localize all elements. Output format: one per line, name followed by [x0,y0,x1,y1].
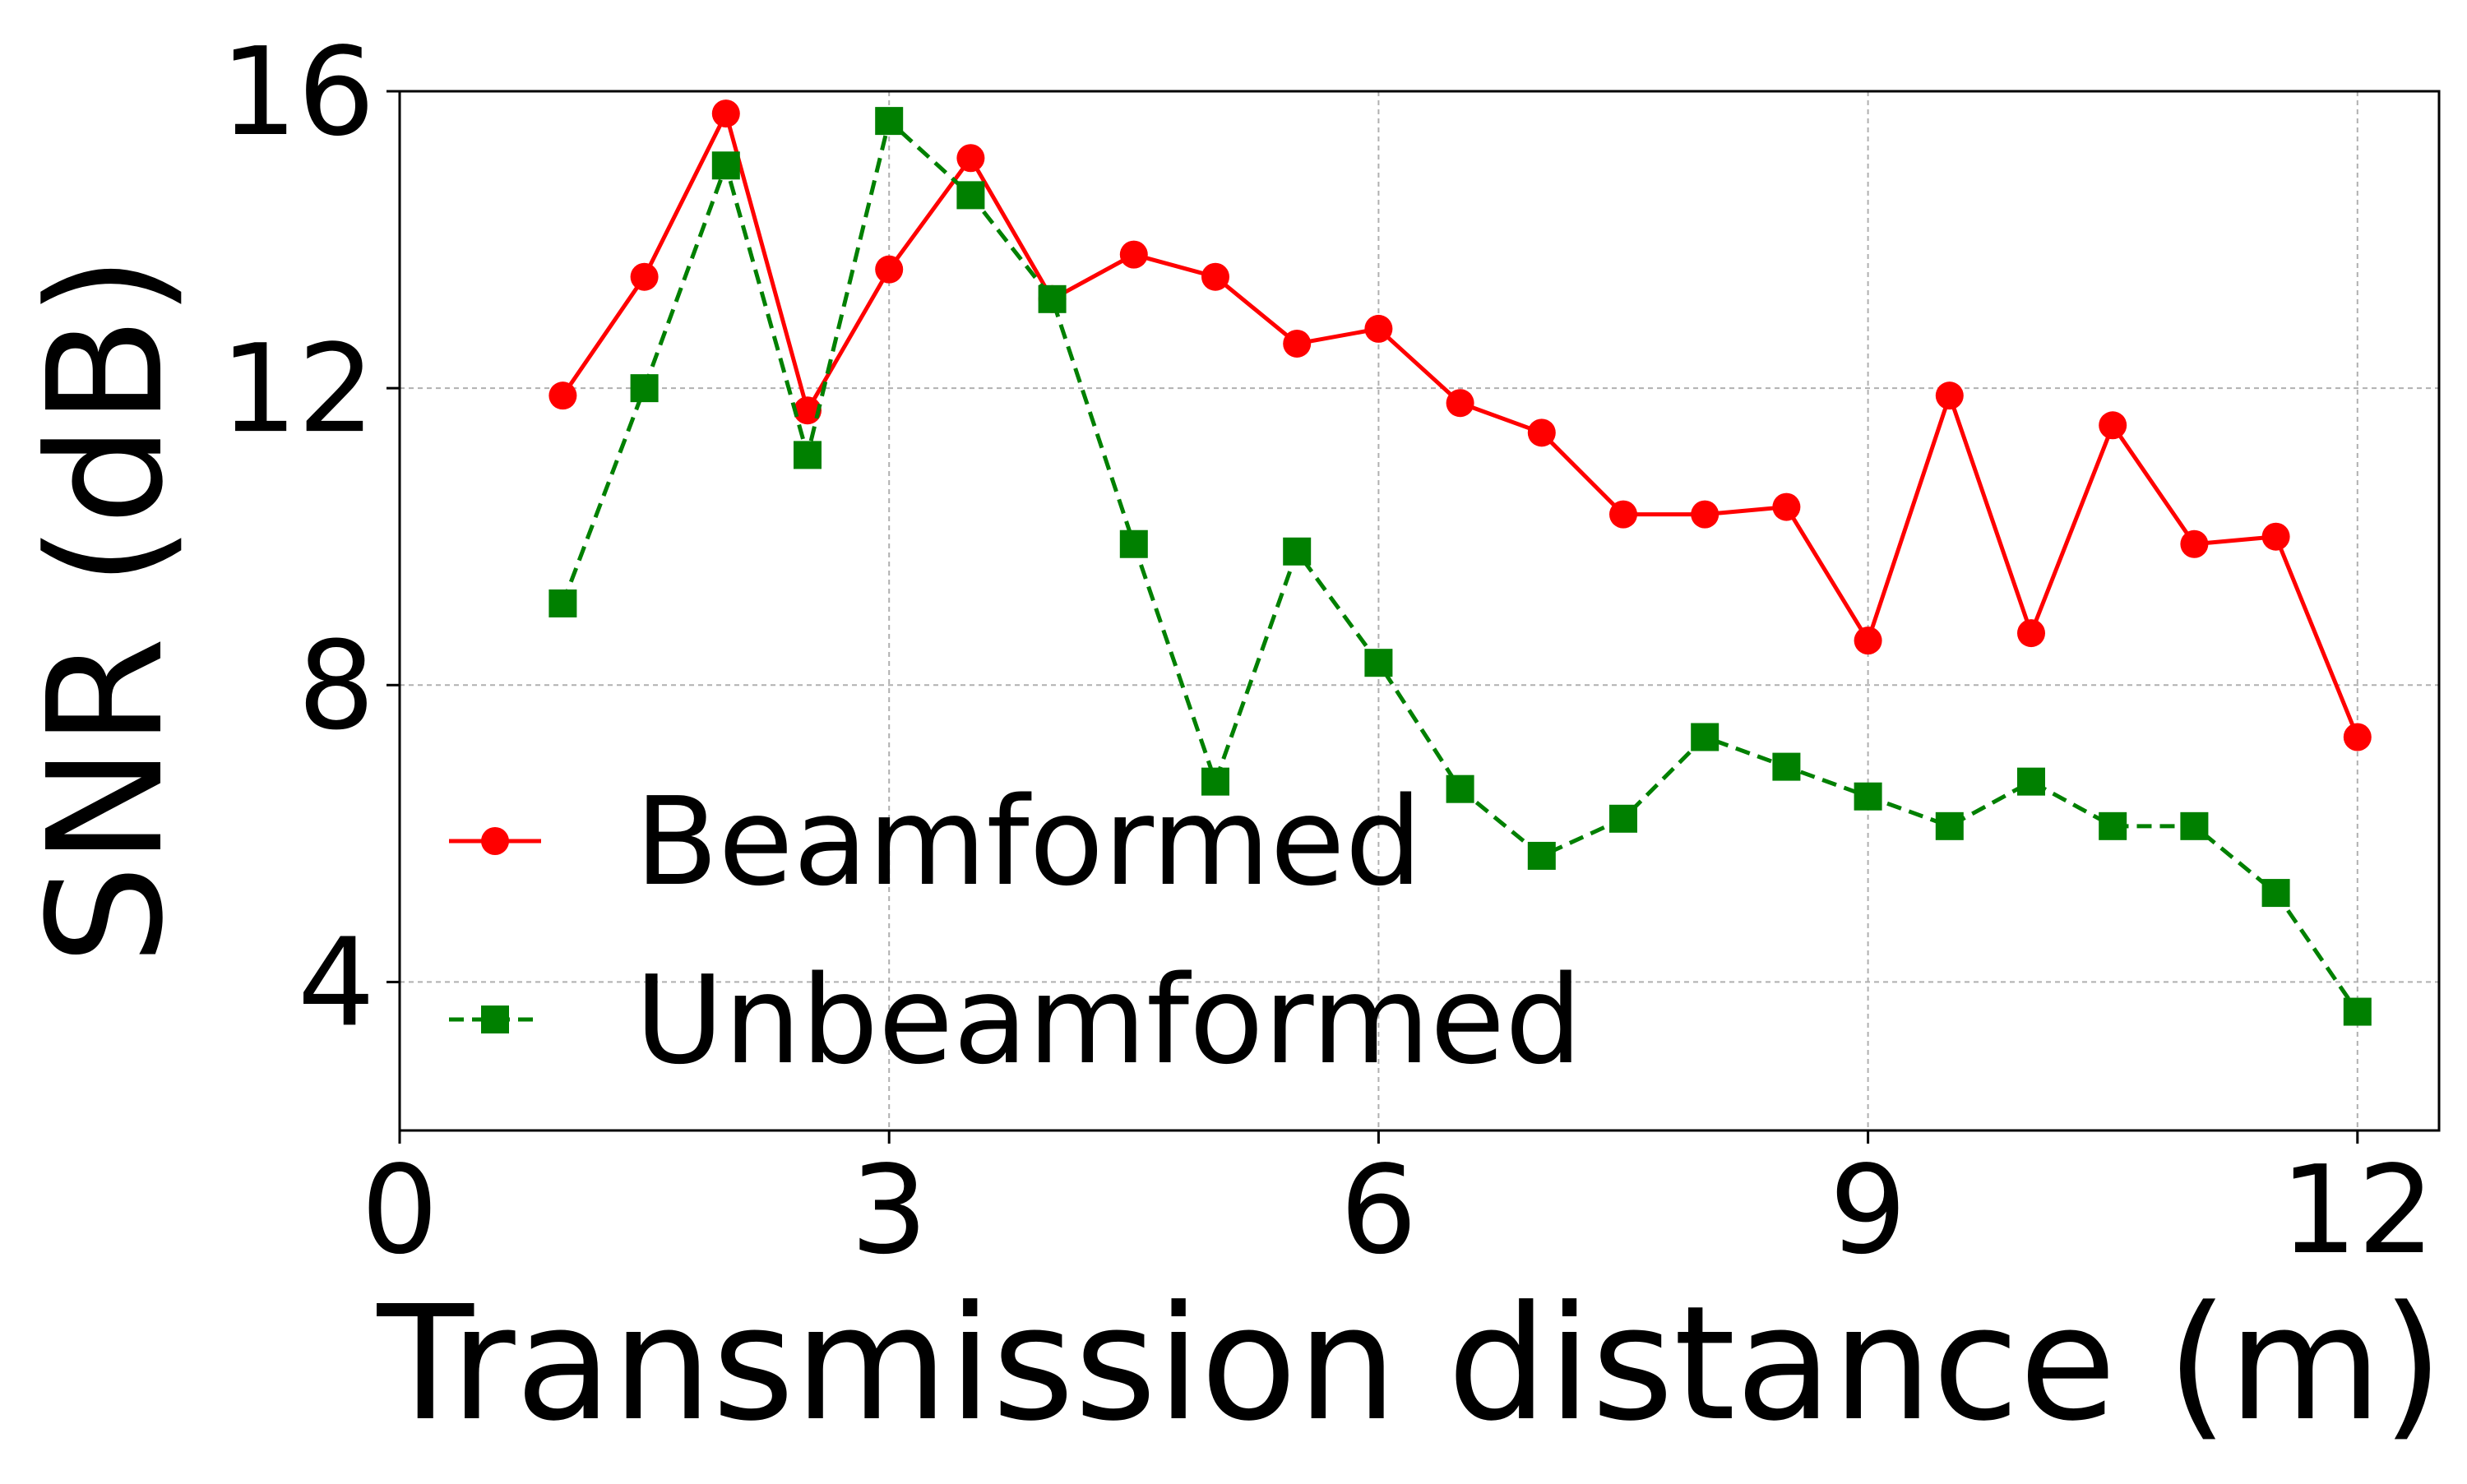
data-point [1772,752,1801,781]
data-point [2343,723,2372,751]
data-point [1935,381,1964,410]
data-point [1119,529,1148,558]
data-point [2180,811,2209,840]
series-unbeamformed [548,107,2372,1026]
data-point [2017,767,2045,796]
data-point [1527,418,1556,447]
y-tick-label: 8 [298,615,375,756]
legend-label: Beamformed [635,771,1423,913]
legend-marker [481,827,509,855]
data-point [2180,529,2209,558]
data-point [956,144,985,173]
data-point [2261,879,2290,908]
data-point [875,255,904,284]
x-tick-label: 3 [850,1140,928,1281]
x-tick-label: 9 [1830,1140,1907,1281]
axis-ticks: 0 3 6 9 12 4 8 12 16 [220,21,2435,1281]
legend-marker [481,1006,509,1033]
data-point [1691,723,1719,751]
data-point [1446,389,1474,418]
data-point [2099,411,2127,440]
x-tick-label: 6 [1340,1140,1417,1281]
data-point [1609,804,1637,833]
y-tick-label: 16 [220,21,375,163]
data-point [548,381,577,410]
data-point [1283,537,1312,566]
data-point [1201,767,1229,796]
data-point [1609,500,1637,529]
legend-item: Unbeamformed [449,950,1582,1091]
data-point [2099,811,2127,840]
legend-label: Unbeamformed [635,950,1582,1091]
legend-item: Beamformed [449,771,1423,913]
data-point [956,181,985,210]
data-point [1446,774,1474,803]
data-point [630,262,659,291]
y-axis-label: SNR (dB) [15,255,198,964]
x-tick-label: 0 [361,1140,438,1281]
data-point [1935,811,1964,840]
data-point [1527,841,1556,870]
data-point [711,151,740,180]
y-tick-label: 4 [298,912,375,1053]
data-point [1691,500,1719,529]
data-point [794,396,822,425]
data-point [711,99,740,128]
data-point [1119,240,1148,269]
data-point [1854,782,1882,811]
data-point [1038,284,1067,313]
series-beamformed [548,99,2372,751]
plot-frame [398,90,2441,1132]
data-point [548,589,577,617]
x-axis-label: Transmission distance (m) [377,1273,2444,1456]
data-point [1283,329,1312,358]
series-layer [548,99,2372,1026]
x-tick-label: 12 [2280,1140,2435,1281]
y-tick-label: 12 [220,318,375,460]
data-point [1364,314,1393,343]
data-point [875,107,904,136]
data-point [2017,619,2045,648]
legend: Beamformed Unbeamformed [449,771,1582,1091]
data-point [1772,492,1801,521]
data-point [1201,262,1229,291]
data-point [1364,649,1393,677]
data-point [2261,522,2290,551]
data-point [2343,997,2372,1026]
data-point [1854,626,1882,655]
data-point [630,374,659,403]
data-point [794,441,822,469]
